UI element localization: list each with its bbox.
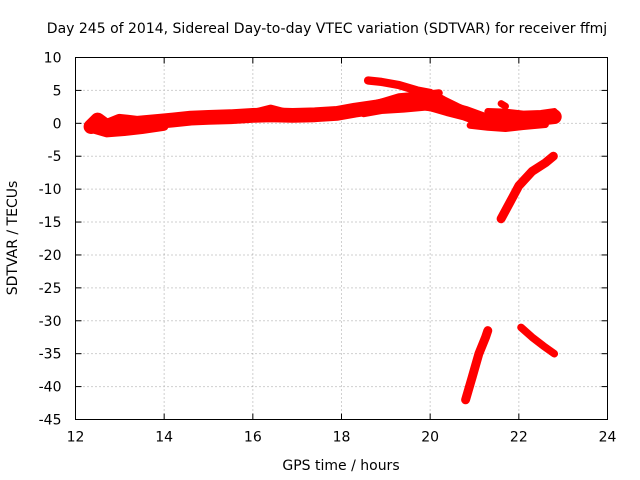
data-point [205,114,212,121]
x-axis-label: GPS time / hours [282,458,399,474]
data-point [529,168,536,175]
data-point [467,122,474,129]
data-point [529,334,536,341]
x-tick-label: 18 [333,430,351,446]
x-tick-label: 20 [421,430,439,446]
x-tick-label: 12 [67,430,85,446]
chart-title: Day 245 of 2014, Sidereal Day-to-day VTE… [47,21,607,37]
data-point [502,103,509,110]
y-tick-label: -35 [39,347,62,363]
data-point [378,107,385,114]
data-point [444,107,451,114]
data-point [506,199,513,206]
data-point [484,327,491,334]
x-tick-label: 24 [599,430,617,446]
y-tick-label: 10 [44,51,62,67]
data-point [498,118,505,125]
data-series [83,76,562,405]
data-point [440,97,447,104]
data-point [484,108,491,115]
y-tick-label: 5 [53,83,62,99]
data-point [422,103,429,110]
y-axis-ticks: 10 5 0 -5 -10 -15 -20 -25 -30 -35 -40 -45 [39,51,608,429]
data-point [551,350,558,357]
data-point [400,105,407,112]
data-point [538,110,544,117]
data-point [103,130,110,137]
y-tick-label: -10 [39,182,62,198]
data-point [471,111,478,118]
data-point [551,108,558,115]
y-tick-label: -30 [39,314,62,330]
data-point [254,109,261,116]
data-point [515,182,522,189]
series-segment-1 [83,94,562,134]
data-point [134,120,141,127]
data-point [187,115,194,122]
series-segment-12 [517,323,559,358]
data-point [285,110,292,117]
data-point [520,111,527,118]
data-point [227,113,234,120]
data-point [520,123,527,130]
y-axis-label: SDTVAR / TECUs [5,181,21,296]
data-point [116,118,123,125]
series-segment-10 [496,151,558,224]
data-point [121,128,128,135]
y-tick-label: -5 [48,149,62,165]
series-segment-3 [239,104,293,121]
y-tick-label: -40 [39,380,62,396]
data-point [498,215,505,222]
data-point [396,93,403,100]
data-point [550,153,557,160]
data-point [88,125,95,132]
data-point [502,109,509,116]
y-tick-label: -20 [39,248,62,264]
x-tick-label: 16 [244,430,262,446]
data-point [469,373,476,380]
y-tick-label: -45 [39,413,62,429]
series-segment-11 [461,326,493,405]
x-tick-label: 22 [510,430,528,446]
data-point [94,117,101,124]
data-point [418,92,425,99]
data-point [103,123,110,130]
data-point [267,105,274,112]
x-tick-label: 14 [155,430,173,446]
data-point [161,123,168,130]
data-point [373,100,380,107]
data-point [139,126,145,133]
data-point [475,350,482,357]
data-point [360,110,367,117]
data-point [365,77,372,84]
data-point [518,324,525,331]
data-point [462,396,469,403]
data-point [515,117,522,124]
data-point [378,78,385,85]
data-point [502,125,509,132]
data-point [351,107,358,114]
data-point [396,82,403,89]
data-point [334,110,341,117]
data-point [436,90,443,97]
data-point [542,159,549,166]
data-point [484,124,491,131]
y-tick-label: 0 [53,116,62,132]
data-point [462,113,469,120]
y-tick-label: -25 [39,281,62,297]
y-tick-label: -15 [39,215,62,231]
data-point [542,121,549,128]
data-point [540,342,547,349]
data-point [453,103,460,110]
series-segment-2 [86,122,169,138]
data-point [170,117,177,124]
data-point [311,111,318,118]
data-point [480,117,487,124]
data-point [482,334,489,341]
x-axis-ticks: 12 14 16 18 20 22 24 [67,57,617,446]
data-point [498,100,505,107]
data-point [240,113,247,120]
